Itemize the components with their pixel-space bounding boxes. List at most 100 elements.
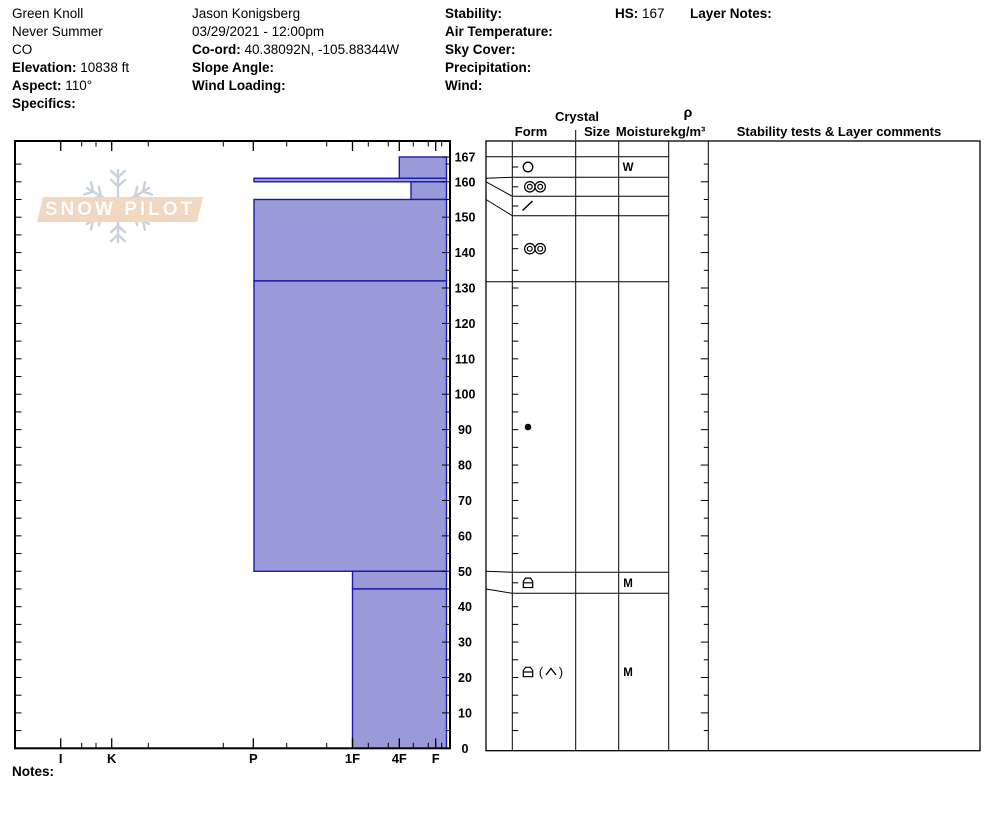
grain-form-caret-icon [545,667,557,676]
slope-angle-label: Slope Angle: [192,60,275,75]
stability: Stability: [445,5,557,23]
site-name: Green Knoll [12,6,84,21]
hardness-label-K: K [107,751,117,766]
grain-form-crust-icon [522,577,534,589]
wind: Wind: [445,77,557,95]
depth-label-60: 60 [458,529,472,543]
depth-label-167: 167 [455,151,476,165]
crystal-header: Crystal [554,109,600,124]
precipitation: Precipitation: [445,59,557,77]
wind-loading-label: Wind Loading: [192,78,286,93]
logo-text: SNOW PILOT [44,199,196,220]
wind-loading: Wind Loading: [192,77,399,95]
stability-label: Stability: [445,6,503,21]
observation-datetime: 03/29/2021 - 12:00pm [192,24,325,39]
depth-label-30: 30 [458,636,472,650]
grain-form-paren: ) [559,666,563,680]
sky-cover-label: Sky Cover: [445,42,516,57]
layer-notes-block: Layer Notes: [690,5,776,23]
layer-leader-line [485,199,513,217]
hardness-label-F: F [432,751,440,766]
air-temperature-label: Air Temperature: [445,24,553,39]
depth-label-150: 150 [455,211,476,225]
aspect-label: Aspect: [12,78,62,93]
sky-cover: Sky Cover: [445,41,557,59]
site-state: CO [12,42,33,57]
profile-table-frame [485,140,981,752]
depth-label-20: 20 [458,671,472,685]
layer-leader-line [485,588,513,594]
plot-frame [14,140,451,750]
grain-form-crust-icon [522,666,534,678]
depth-label-10: 10 [458,706,472,720]
precipitation-label: Precipitation: [445,60,532,75]
observer-info-block: Jason Konigsberg 03/29/2021 - 12:00pm Co… [192,5,399,95]
moisture-header: Moisture [615,124,671,139]
size-header: Size [583,124,611,139]
snow-layer-bar-3 [253,198,448,282]
site-specifics: Specifics: [12,95,129,113]
depth-label-40: 40 [458,600,472,614]
coord-value: 40.38092N, -105.88344W [244,42,400,57]
elevation-value: 10838 ft [80,60,130,75]
conditions-block: Stability: Air Temperature: Sky Cover: P… [445,5,557,95]
grain-form-slash-icon [522,200,533,212]
grain-form-circle-icon [522,161,534,173]
grain-form-double-circle-icon [526,245,533,252]
snow-layer-bar-6 [351,588,448,750]
layer-leader-line [485,570,513,573]
aspect-value: 110° [65,78,93,93]
form-header: Form [514,124,548,139]
site-aspect: Aspect: 110° [12,77,129,95]
hardness-label-1F: 1F [345,751,360,766]
density-header: ρ [683,104,693,120]
depth-label-140: 140 [455,246,476,260]
grain-form-double-circle-icon [534,181,546,193]
stability-comments-header: Stability tests & Layer comments [736,124,942,139]
snowpilot-logo: SNOW PILOT [36,168,216,246]
wind-label: Wind: [445,78,483,93]
moisture-value-5: M [623,578,633,590]
snow-layer-bar-2 [410,181,448,201]
elevation-label: Elevation: [12,60,77,75]
specifics-label: Specifics: [12,96,76,111]
snow-layer-bar-1 [253,177,448,183]
depth-label-100: 100 [455,388,476,402]
grain-form-dot-icon [524,423,532,431]
grain-form-double-circle-icon [534,242,546,255]
depth-label-50: 50 [458,565,472,579]
layer-leader-line [485,176,513,179]
depth-label-80: 80 [458,459,472,473]
site-elevation: Elevation: 10838 ft [12,59,129,77]
density-unit-header: kg/m³ [670,124,706,139]
hardness-label-P: P [249,751,258,766]
grain-form-double-circle-icon [526,183,533,190]
depth-label-90: 90 [458,423,472,437]
layer-notes-label: Layer Notes: [690,6,772,21]
air-temperature: Air Temperature: [445,23,557,41]
moisture-value-6: M [623,667,633,679]
site-range: Never Summer [12,24,103,39]
grain-form-double-circle-icon [523,181,536,193]
grain-form-double-circle-icon [537,245,544,252]
site-info-block: Green Knoll Never Summer CO Elevation: 1… [12,5,129,113]
snow-layer-bar-4 [253,280,448,572]
coordinates: Co-ord: 40.38092N, -105.88344W [192,41,399,59]
hs-block: HS: 167 [615,5,665,23]
coord-label: Co-ord: [192,42,241,57]
grain-form-double-circle-icon [537,183,544,190]
depth-label-120: 120 [455,317,476,331]
moisture-value-0: W [623,162,634,174]
layer-leader-line [485,181,513,197]
snow-layer-bar-5 [351,570,448,590]
grain-form-paren: ( [539,666,544,680]
depth-label-130: 130 [455,282,476,296]
depth-label-70: 70 [458,494,472,508]
hardness-label-I: I [59,751,63,766]
slope-angle: Slope Angle: [192,59,399,77]
hardness-label-4F: 4F [392,751,407,766]
snow-layer-bar-0 [398,156,448,179]
depth-label-110: 110 [455,352,475,366]
